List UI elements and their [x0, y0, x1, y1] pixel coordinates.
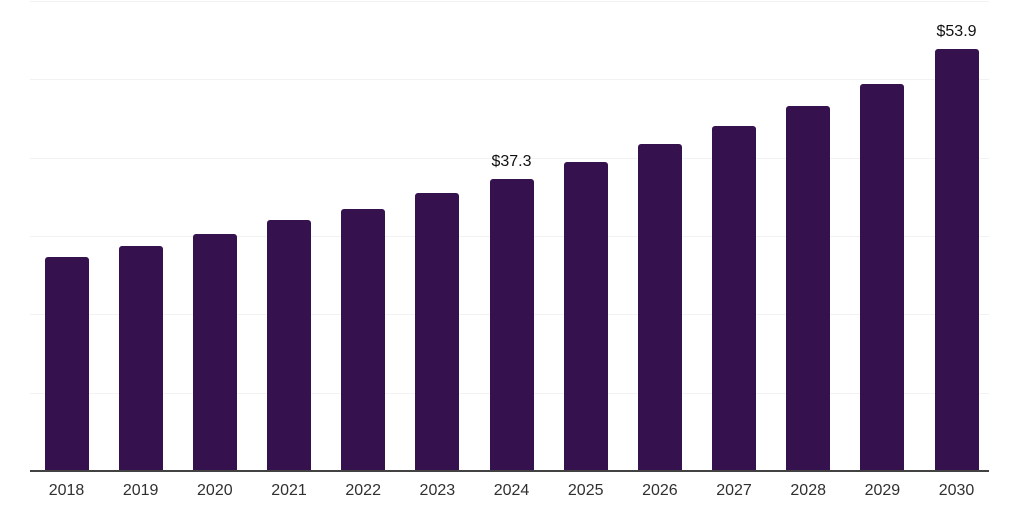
bar-2022 — [341, 208, 386, 471]
x-axis-label-2020: 2020 — [197, 482, 233, 499]
gridline-50 — [30, 79, 989, 81]
gridline-60 — [30, 1, 989, 2]
bar-2020 — [192, 233, 237, 471]
gridline-40 — [30, 157, 989, 159]
x-axis-label-2030: 2030 — [938, 482, 975, 499]
x-axis-label-2024: 2024 — [493, 482, 530, 499]
x-axis-label-2023: 2023 — [419, 482, 456, 499]
bar-2019 — [118, 246, 163, 471]
bar-value-label-2030: $53.9 — [936, 22, 977, 40]
x-axis-label-2022: 2022 — [345, 482, 381, 499]
bar-2029 — [860, 84, 905, 471]
bar-2025 — [563, 161, 608, 471]
x-axis-label-2021: 2021 — [271, 482, 307, 499]
x-axis-line — [30, 470, 989, 472]
bar-value-label-2024: $37.3 — [491, 152, 532, 170]
bar-2027 — [712, 125, 757, 471]
bar-2023 — [415, 192, 460, 471]
bar-2026 — [637, 143, 682, 471]
x-axis-label-2029: 2029 — [864, 482, 901, 499]
x-axis-label-2028: 2028 — [790, 482, 826, 499]
bar-2021 — [267, 220, 311, 471]
bar-2018 — [44, 257, 89, 471]
x-axis-label-2026: 2026 — [642, 482, 678, 499]
bar-2030 — [934, 48, 979, 471]
bar-2028 — [786, 105, 831, 471]
bar-2024 — [489, 178, 534, 471]
x-axis-label-2025: 2025 — [567, 482, 604, 499]
x-axis-label-2018: 2018 — [48, 482, 85, 499]
x-axis-label-2027: 2027 — [716, 482, 752, 499]
x-axis-label-2019: 2019 — [122, 482, 159, 499]
